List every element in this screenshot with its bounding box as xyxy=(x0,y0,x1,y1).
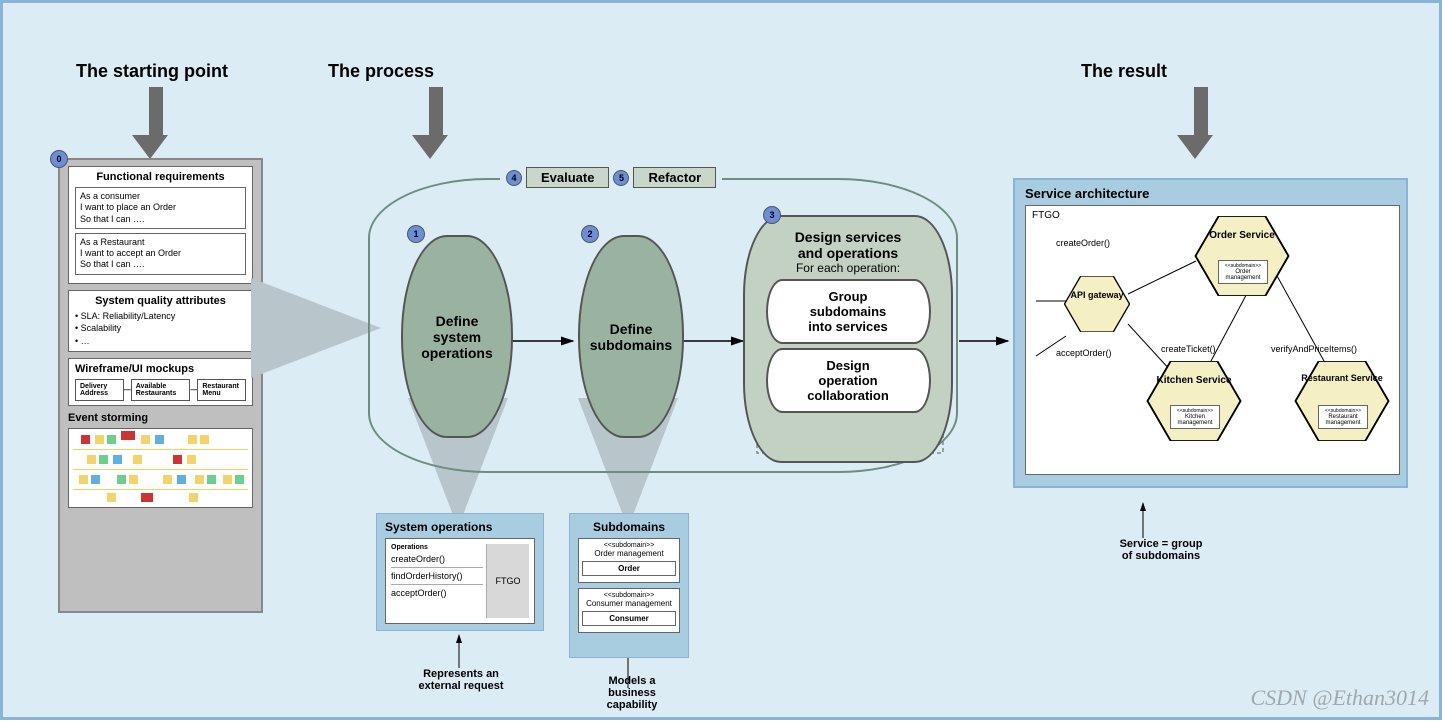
step-1: Define system operations xyxy=(401,235,513,438)
out-subdomains: Subdomains <<subdomain>> Order managemen… xyxy=(569,513,689,658)
hex-rest: Restaurant Service <<subdomain>> Restaur… xyxy=(1294,361,1390,441)
design-group: Design services and operations For each … xyxy=(743,215,953,463)
title-result: The result xyxy=(1081,61,1167,82)
event-storming xyxy=(68,428,253,508)
watermark: CSDN @Ethan3014 xyxy=(1250,685,1429,711)
wire-title: Wireframe/UI mockups xyxy=(75,363,246,375)
svc-inner: FTGO API gateway Order Service xyxy=(1025,205,1400,475)
pill-collab: Design operation collaboration xyxy=(766,348,931,413)
label-refactor: Refactor xyxy=(633,167,716,188)
badge-0: 0 xyxy=(50,150,68,168)
subd-foot: Models a business capability xyxy=(597,675,667,711)
sysops-foot: Represents an external request xyxy=(411,668,511,692)
out-sysops: System operations Operations createOrder… xyxy=(376,513,544,631)
step-2: Define subdomains xyxy=(578,235,684,438)
svc-foot: Service = group of subdomains xyxy=(1101,538,1221,562)
diagram-canvas: The starting point The process The resul… xyxy=(0,0,1442,720)
hex-kitchen: Kitchen Service <<subdomain>> Kitchen ma… xyxy=(1146,361,1242,441)
badge-2: 2 xyxy=(581,225,599,243)
badge-4: 4 xyxy=(506,170,522,186)
storm-title: Event storming xyxy=(68,412,253,424)
story-1: As a consumer I want to place an Order S… xyxy=(75,187,246,229)
service-architecture: Service architecture FTGO API gateway xyxy=(1013,178,1408,488)
badge-5: 5 xyxy=(613,170,629,186)
func-title: Functional requirements xyxy=(75,171,246,183)
arrow-result xyxy=(1188,87,1213,159)
title-process: The process xyxy=(328,61,434,82)
card-wireframe: Wireframe/UI mockups Delivery Address — … xyxy=(68,358,253,406)
card-func: Functional requirements As a consumer I … xyxy=(68,166,253,284)
start-panel: Functional requirements As a consumer I … xyxy=(58,158,263,613)
badge-1: 1 xyxy=(407,225,425,243)
hex-api: API gateway xyxy=(1064,276,1130,332)
story-2: As a Restaurant I want to accept an Orde… xyxy=(75,233,246,275)
arrow-start xyxy=(143,87,168,159)
title-start: The starting point xyxy=(76,61,228,82)
badge-3: 3 xyxy=(763,206,781,224)
card-quality: System quality attributes • SLA: Reliabi… xyxy=(68,290,253,353)
hex-order: Order Service <<subdomain>> Order manage… xyxy=(1194,216,1290,296)
pill-group: Group subdomains into services xyxy=(766,279,931,344)
eval-refactor-bar: 4 Evaluate 5 Refactor xyxy=(500,167,722,188)
arrow-process xyxy=(423,87,448,159)
label-evaluate: Evaluate xyxy=(526,167,609,188)
qual-title: System quality attributes xyxy=(75,295,246,307)
